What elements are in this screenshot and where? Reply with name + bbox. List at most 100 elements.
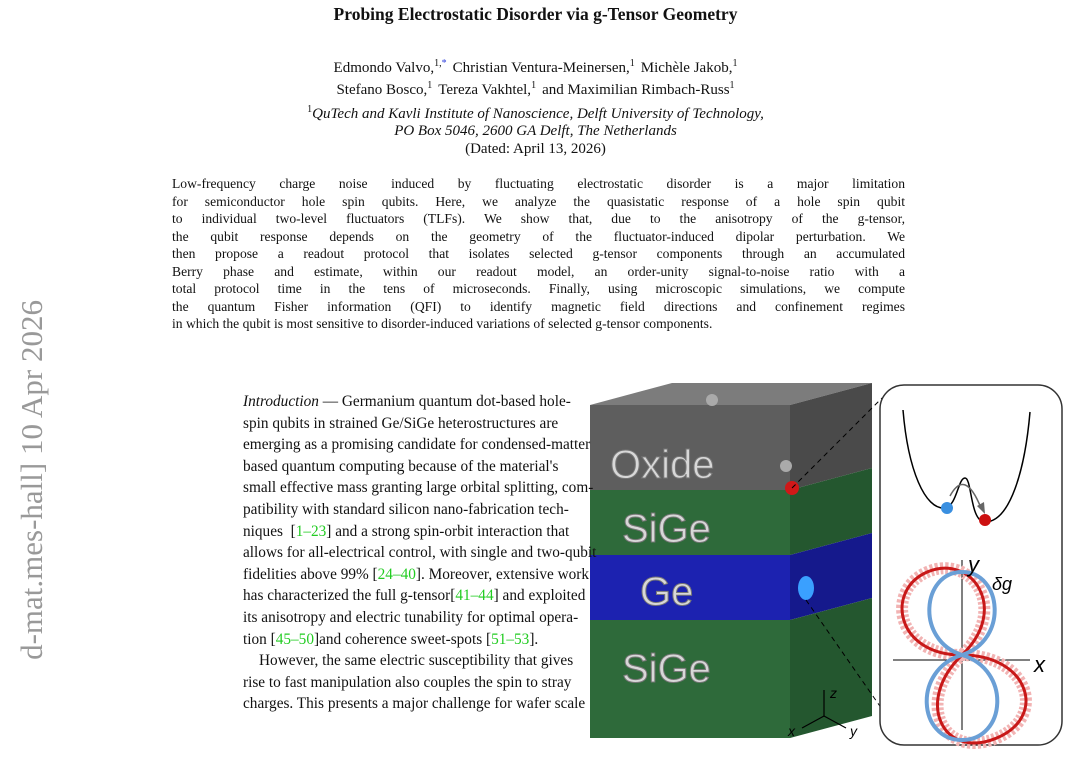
author-name: Edmondo Valvo, bbox=[333, 60, 435, 76]
text: patibility with standard silicon nano-fa… bbox=[243, 501, 569, 518]
text: charges. This presents a major challenge… bbox=[243, 695, 586, 713]
tlf bbox=[706, 394, 718, 406]
axis-label: z bbox=[829, 685, 837, 701]
affil-line: PO Box 5046, 2600 GA Delft, The Netherla… bbox=[394, 123, 677, 139]
oxide-layer bbox=[590, 405, 790, 490]
text: — Germanium quantum dot-based hole- bbox=[318, 393, 571, 410]
author-sup: 1 bbox=[732, 58, 738, 69]
affil-sup: 1 bbox=[307, 104, 313, 115]
text: ]. bbox=[529, 630, 539, 648]
layer-label: Ge bbox=[640, 570, 693, 614]
text: based quantum computing because of the m… bbox=[243, 457, 559, 475]
text: However, the same electric susceptibilit… bbox=[259, 652, 574, 670]
body-line: its anisotropy and electric tunability f… bbox=[243, 609, 578, 627]
citation[interactable]: 24–40 bbox=[377, 565, 416, 583]
body-line: has characterized the full g-tensor[41–4… bbox=[243, 587, 585, 605]
body-line: rise to fast manipulation also couples t… bbox=[243, 674, 571, 692]
abstract-line: to individual two-level fluctuators (TLF… bbox=[172, 211, 905, 226]
abstract-line: then propose a readout protocol that iso… bbox=[172, 246, 905, 261]
author-line: Stefano Bosco,1 Tereza Vakhtel,1 and Maxim… bbox=[0, 80, 1071, 99]
text: ] and a strong spin-orbit interaction th… bbox=[326, 522, 570, 540]
author: Stefano Bosco,1 bbox=[336, 80, 433, 98]
text: ]. Moreover, extensive work bbox=[415, 565, 590, 583]
body-line: emerging as a promising candidate for co… bbox=[243, 436, 590, 454]
text: small effective mass granting large orbi… bbox=[243, 479, 594, 497]
citation[interactable]: 51–53 bbox=[491, 630, 530, 648]
affiliation: 1QuTech and Kavli Institute of Nanoscien… bbox=[0, 104, 1071, 123]
corresponding-mark[interactable]: * bbox=[441, 58, 447, 69]
author-sup: 1 bbox=[729, 80, 735, 91]
layer-label: Oxide bbox=[610, 443, 715, 487]
author-name: Michèle Jakob, bbox=[640, 60, 733, 76]
abstract-line: Berry phase and estimate, within our rea… bbox=[172, 263, 905, 279]
body-line: allows for all-electrical control, with … bbox=[243, 544, 596, 562]
author-line: Edmondo Valvo,1,* Christian Ventura-Meine… bbox=[0, 58, 1071, 77]
double-well bbox=[902, 409, 1031, 523]
abstract-line: the qubit response depends on the geomet… bbox=[172, 228, 905, 244]
text: rise to fast manipulation also couples t… bbox=[243, 673, 572, 691]
citation[interactable]: 41–44 bbox=[455, 587, 494, 605]
abstract-line: total protocol time in the tens of micro… bbox=[172, 281, 905, 296]
inset-box bbox=[879, 384, 1063, 746]
body-line: niques [1–23] and a strong spin-orbit in… bbox=[243, 522, 569, 541]
axis-label: x bbox=[787, 723, 796, 739]
hole-dot bbox=[798, 576, 814, 600]
sige-layer bbox=[590, 490, 790, 555]
title: Probing Electrostatic Disorder via g-Ten… bbox=[333, 4, 738, 24]
body-line: small effective mass granting large orbi… bbox=[243, 479, 593, 497]
oxide-side bbox=[790, 383, 872, 490]
well-dot bbox=[979, 514, 991, 526]
author: Christian Ventura-Meinersen,1 bbox=[452, 58, 635, 76]
well-dot bbox=[941, 502, 953, 514]
body-line: tion [45–50]and coherence sweet-spots [5… bbox=[243, 631, 548, 649]
author: Michèle Jakob,1 bbox=[640, 58, 738, 76]
layer-label: SiGe bbox=[622, 647, 711, 691]
blue-eight bbox=[924, 569, 1000, 743]
body-line: patibility with standard silicon nano-fa… bbox=[243, 501, 569, 519]
author: Tereza Vakhtel,1 bbox=[438, 80, 537, 98]
layer-label: SiGe bbox=[622, 507, 711, 551]
text: its anisotropy and electric tunability f… bbox=[243, 609, 579, 626]
abstract-line: the quantum Fisher information (QFI) to … bbox=[172, 298, 905, 314]
arrow-head bbox=[977, 502, 985, 514]
citation[interactable]: 45–50 bbox=[275, 630, 314, 648]
inset-label: y bbox=[966, 552, 981, 577]
sige-side bbox=[790, 468, 872, 555]
text: fidelities above 99% [ bbox=[243, 565, 378, 583]
body-line: charges. This presents a major challenge… bbox=[243, 695, 585, 713]
sige-layer bbox=[590, 620, 790, 738]
text: has characterized the full g-tensor[ bbox=[243, 587, 456, 605]
author-name: Christian Ventura-Meinersen, bbox=[452, 60, 630, 76]
body-line: based quantum computing because of the m… bbox=[243, 458, 558, 476]
body-line: Introduction — Germanium quantum dot-bas… bbox=[243, 393, 571, 411]
ge-layer bbox=[590, 555, 790, 620]
leader bbox=[791, 397, 883, 489]
author-sup: 1 bbox=[629, 58, 635, 69]
text: tion [ bbox=[243, 630, 276, 648]
text: ]and coherence sweet-spots [ bbox=[313, 630, 492, 648]
author-name: Tereza Vakhtel, bbox=[438, 82, 532, 98]
ge-side bbox=[790, 533, 872, 620]
abstract-line: in which the qubit is most sensitive to … bbox=[172, 316, 713, 331]
inset-label: δg bbox=[992, 574, 1012, 594]
body-line: fidelities above 99% [24–40]. Moreover, … bbox=[243, 565, 589, 584]
author-sup: 1 bbox=[531, 80, 537, 91]
text: emerging as a promising candidate for co… bbox=[243, 436, 591, 454]
tlf bbox=[780, 460, 792, 472]
author-name: and Maximilian Rimbach-Russ bbox=[542, 82, 730, 98]
sige-side bbox=[790, 598, 872, 738]
text: spin qubits in strained Ge/SiGe heterost… bbox=[243, 414, 559, 432]
text: allows for all-electrical control, with … bbox=[243, 544, 597, 562]
text: ] and exploited bbox=[493, 587, 586, 605]
author: Edmondo Valvo,1,* bbox=[333, 58, 447, 76]
author: and Maximilian Rimbach-Russ1 bbox=[542, 80, 735, 98]
text: niques [ bbox=[243, 522, 296, 540]
abstract-line: for semiconductor hole spin qubits. Here… bbox=[172, 193, 905, 209]
author-sup: 1, bbox=[434, 58, 442, 69]
body-line: spin qubits in strained Ge/SiGe heterost… bbox=[243, 415, 558, 433]
citation[interactable]: 1–23 bbox=[295, 522, 327, 540]
section-heading: Introduction bbox=[243, 393, 319, 410]
author-sup: 1 bbox=[427, 80, 433, 91]
